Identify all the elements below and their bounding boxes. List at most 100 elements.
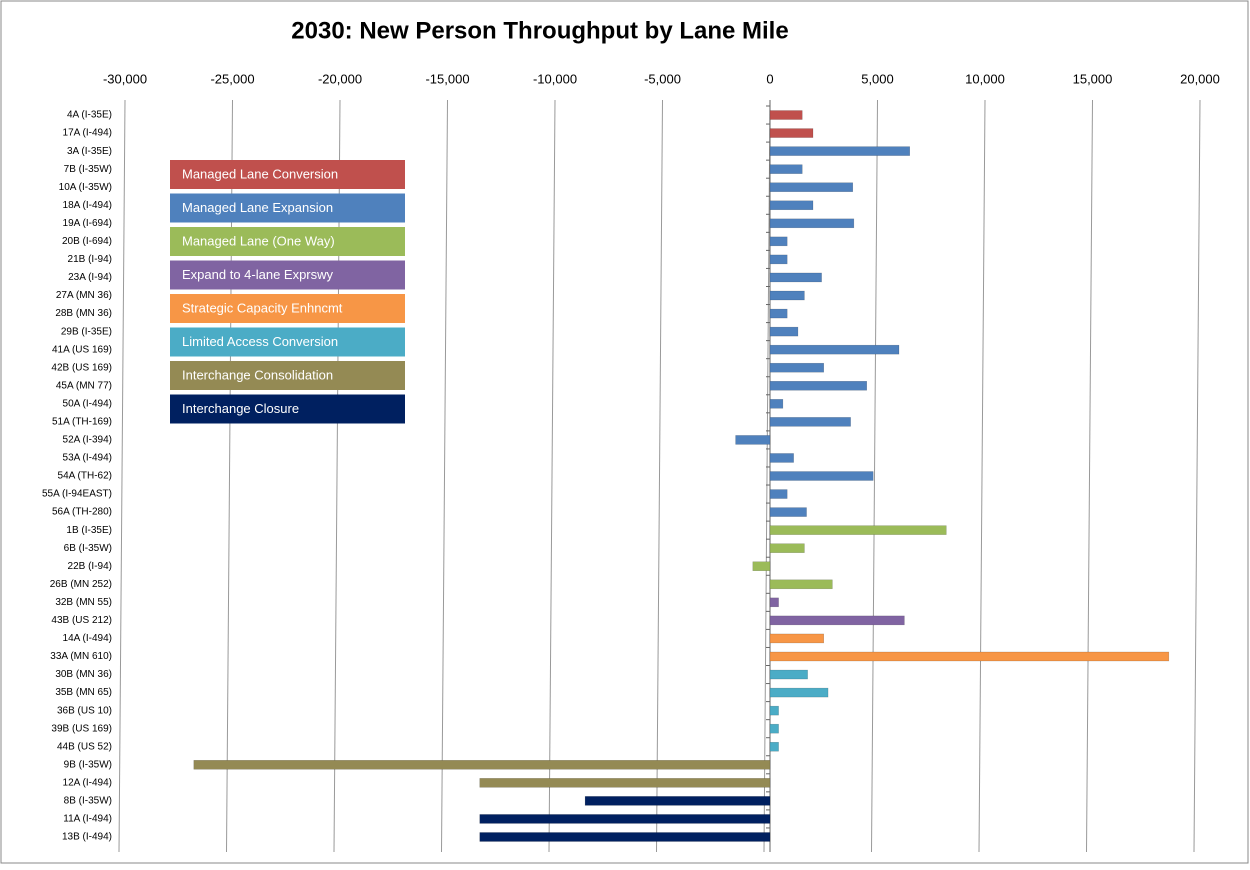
bar [769,110,803,120]
bar [769,128,814,138]
bar [769,507,807,517]
grid-line [548,99,556,853]
y-tick-label: 50A (I-494) [63,398,112,409]
legend-swatch [170,260,405,290]
bar [769,308,788,319]
y-tick-label: 51A (TH-169) [52,416,112,427]
y-tick-label: 33A (MN 610) [50,651,112,662]
chart-title: 2030: New Person Throughput by Lane Mile [291,17,788,44]
bar [769,381,867,391]
y-tick-label: 20B (I-694) [62,236,112,247]
bar [769,236,788,247]
y-tick-label: 30B (MN 36) [55,669,112,680]
bar [479,778,771,788]
bar [769,597,779,608]
bar [769,290,805,301]
y-tick-label: 22B (I-94) [68,561,112,572]
grid-line [1086,99,1093,853]
grid-line [226,99,233,853]
y-tick-label: 18A (I-494) [63,200,112,211]
y-tick-label: 19A (I-694) [63,218,112,229]
y-tick-label: 7B (I-35W) [64,164,112,175]
bar [769,182,854,192]
bar [769,705,779,716]
y-tick-label: 11A (I-494) [63,814,112,825]
y-tick-label: 13B (I-494) [62,832,112,843]
bar [479,832,771,842]
y-tick-label: 6B (I-35W) [64,543,112,554]
bar [479,814,771,824]
y-tick-label: 43B (US 212) [51,615,112,626]
bar [769,579,833,590]
y-tick-label: 8B (I-35W) [64,796,112,807]
bar [769,326,799,337]
bar [769,417,851,427]
legend-label: Strategic Capacity Enhncmt [182,300,343,315]
y-tick-label: 26B (MN 252) [50,579,112,590]
y-tick-label: 42B (US 169) [51,362,112,373]
grid-line [1193,99,1201,853]
x-tick-label: -10,000 [533,71,577,86]
y-tick-label: 21B (I-94) [68,254,112,265]
x-tick-label: -25,000 [210,71,254,86]
legend-label: Managed Lane (One Way) [182,233,335,248]
legend-label: Managed Lane Expansion [182,200,333,215]
bar [769,399,784,409]
legend-label: Limited Access Conversion [182,334,338,349]
legend-swatch [170,361,405,390]
bar [769,651,1170,662]
y-tick-label: 35B (MN 65) [55,687,112,698]
y-tick-label: 39B (US 169) [51,723,112,734]
grid-line [763,99,771,853]
bar [769,254,788,265]
y-tick-label: 44B (US 52) [57,741,112,752]
bar [584,796,771,806]
bar [193,760,771,770]
y-tick-label: 27A (MN 36) [56,290,112,301]
bar [769,489,788,499]
bar [769,687,829,698]
y-tick-label: 10A (I-35W) [59,182,112,193]
x-tick-label: 10,000 [965,71,1005,86]
bar [769,543,805,553]
x-tick-label: 20,000 [1180,71,1220,86]
bar [769,633,824,644]
y-tick-label: 28B (MN 36) [55,308,112,319]
y-tick-label: 52A (I-394) [63,435,112,446]
grid-line [333,99,341,853]
bar [769,669,808,680]
x-tick-label: -20,000 [318,71,362,86]
grid-line [978,99,986,853]
bar [769,615,905,626]
y-tick-label: 56A (TH-280) [52,507,112,518]
legend-label: Expand to 4-lane Exprswy [182,267,334,282]
y-tick-label: 14A (I-494) [63,633,112,644]
y-tick-label: 32B (MN 55) [55,597,112,608]
x-tick-label: 5,000 [861,71,894,86]
y-tick-label: 55A (I-94EAST) [42,489,112,500]
y-tick-label: 53A (I-494) [63,453,112,464]
y-tick-label: 36B (US 10) [57,705,112,716]
bar [769,344,900,355]
y-tick-label: 41A (US 169) [52,344,112,355]
y-tick-label: 17A (I-494) [63,128,112,139]
y-tick-label: 12A (I-494) [63,777,112,788]
legend-swatch [170,327,405,357]
legend-swatch [170,227,405,256]
x-tick-label: 15,000 [1073,71,1113,86]
bar [735,435,771,445]
y-tick-label: 4A (I-35E) [67,110,112,121]
bar [769,741,779,752]
y-tick-label: 9B (I-35W) [64,759,112,770]
y-tick-label: 23A (I-94) [68,272,112,283]
bar [769,272,822,283]
grid-line [656,99,663,853]
bar [769,723,779,734]
y-tick-label: 45A (MN 77) [56,380,112,391]
bar [769,200,814,211]
y-tick-label: 3A (I-35E) [67,146,112,157]
bar [769,525,947,535]
grid-line [118,99,126,853]
